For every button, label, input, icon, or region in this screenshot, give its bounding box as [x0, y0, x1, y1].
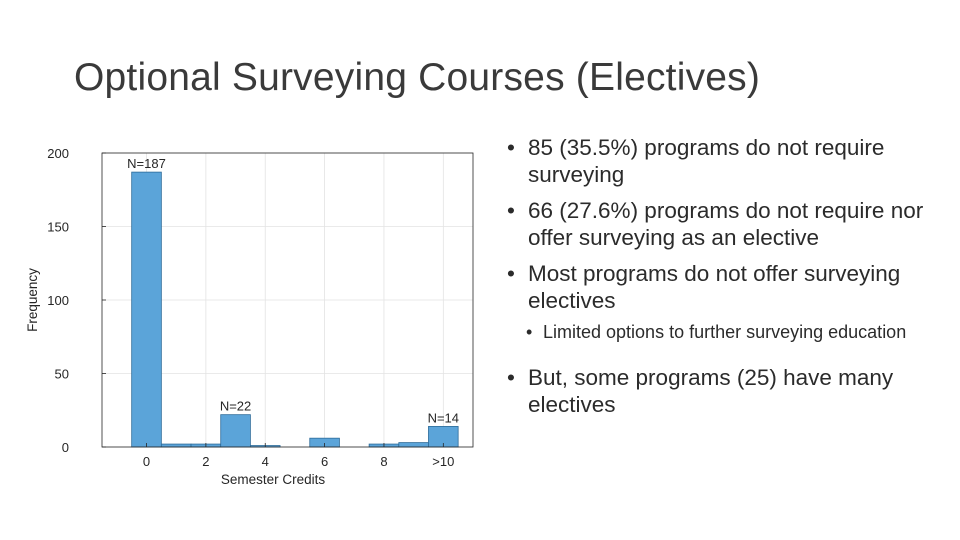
y-axis-label: Frequency	[25, 268, 40, 332]
x-tick-label: 0	[143, 454, 150, 469]
slide-title: Optional Surveying Courses (Electives)	[74, 56, 761, 99]
bar-data-label: N=22	[220, 399, 251, 414]
bullet-dot: •	[507, 365, 515, 390]
x-axis-label: Semester Credits	[221, 472, 326, 487]
bullet-text: But, some programs (25) have many electi…	[528, 365, 894, 417]
histogram-bar	[160, 443, 192, 448]
bullet-item: • Most programs do not offer surveying e…	[505, 260, 945, 314]
histogram-bar	[398, 442, 429, 448]
bullet-dot: •	[507, 135, 515, 160]
x-tick-label: 6	[321, 454, 328, 469]
bullet-text: 66 (27.6%) programs do not require nor o…	[528, 198, 924, 250]
bullet-list: • 85 (35.5%) programs do not require sur…	[505, 134, 945, 427]
bullet-text: 85 (35.5%) programs do not require surve…	[528, 135, 885, 187]
histogram-bar	[131, 171, 162, 448]
histogram-chart: 0 50 100 150 200 0 2 4 6 8 >10 N=187 N=22 N=14 Semes…	[25, 146, 474, 487]
bullet-item: • 85 (35.5%) programs do not require sur…	[505, 134, 945, 188]
bullet-dot: •	[526, 322, 533, 342]
sub-bullet-text: Limited options to further surveying edu…	[543, 322, 907, 342]
bar-data-label: N=14	[428, 410, 459, 425]
x-tick-label: 4	[262, 454, 269, 469]
y-tick-label: 200	[47, 146, 69, 161]
x-tick-label: 2	[202, 454, 209, 469]
chart-ticks: 0 50 100 150 200 0 2 4 6 8 >10	[47, 146, 454, 469]
y-tick-label: 0	[62, 440, 69, 455]
bullet-text: Most programs do not offer surveying ele…	[528, 261, 901, 313]
bullet-item: • 66 (27.6%) programs do not require nor…	[505, 197, 945, 251]
x-tick-label: 8	[380, 454, 387, 469]
y-tick-label: 50	[55, 367, 69, 382]
x-tick-label: >10	[432, 454, 454, 469]
bar-data-label: N=187	[127, 156, 166, 171]
bullet-dot: •	[507, 261, 515, 286]
bullet-dot: •	[507, 198, 515, 223]
chart-data-labels: N=187 N=22 N=14	[127, 156, 459, 425]
sub-bullet-item: • Limited options to further surveying e…	[526, 321, 945, 344]
bullet-item: • But, some programs (25) have many elec…	[505, 364, 945, 418]
y-tick-label: 100	[47, 293, 69, 308]
y-tick-label: 150	[47, 220, 69, 235]
histogram-bar	[220, 414, 251, 448]
